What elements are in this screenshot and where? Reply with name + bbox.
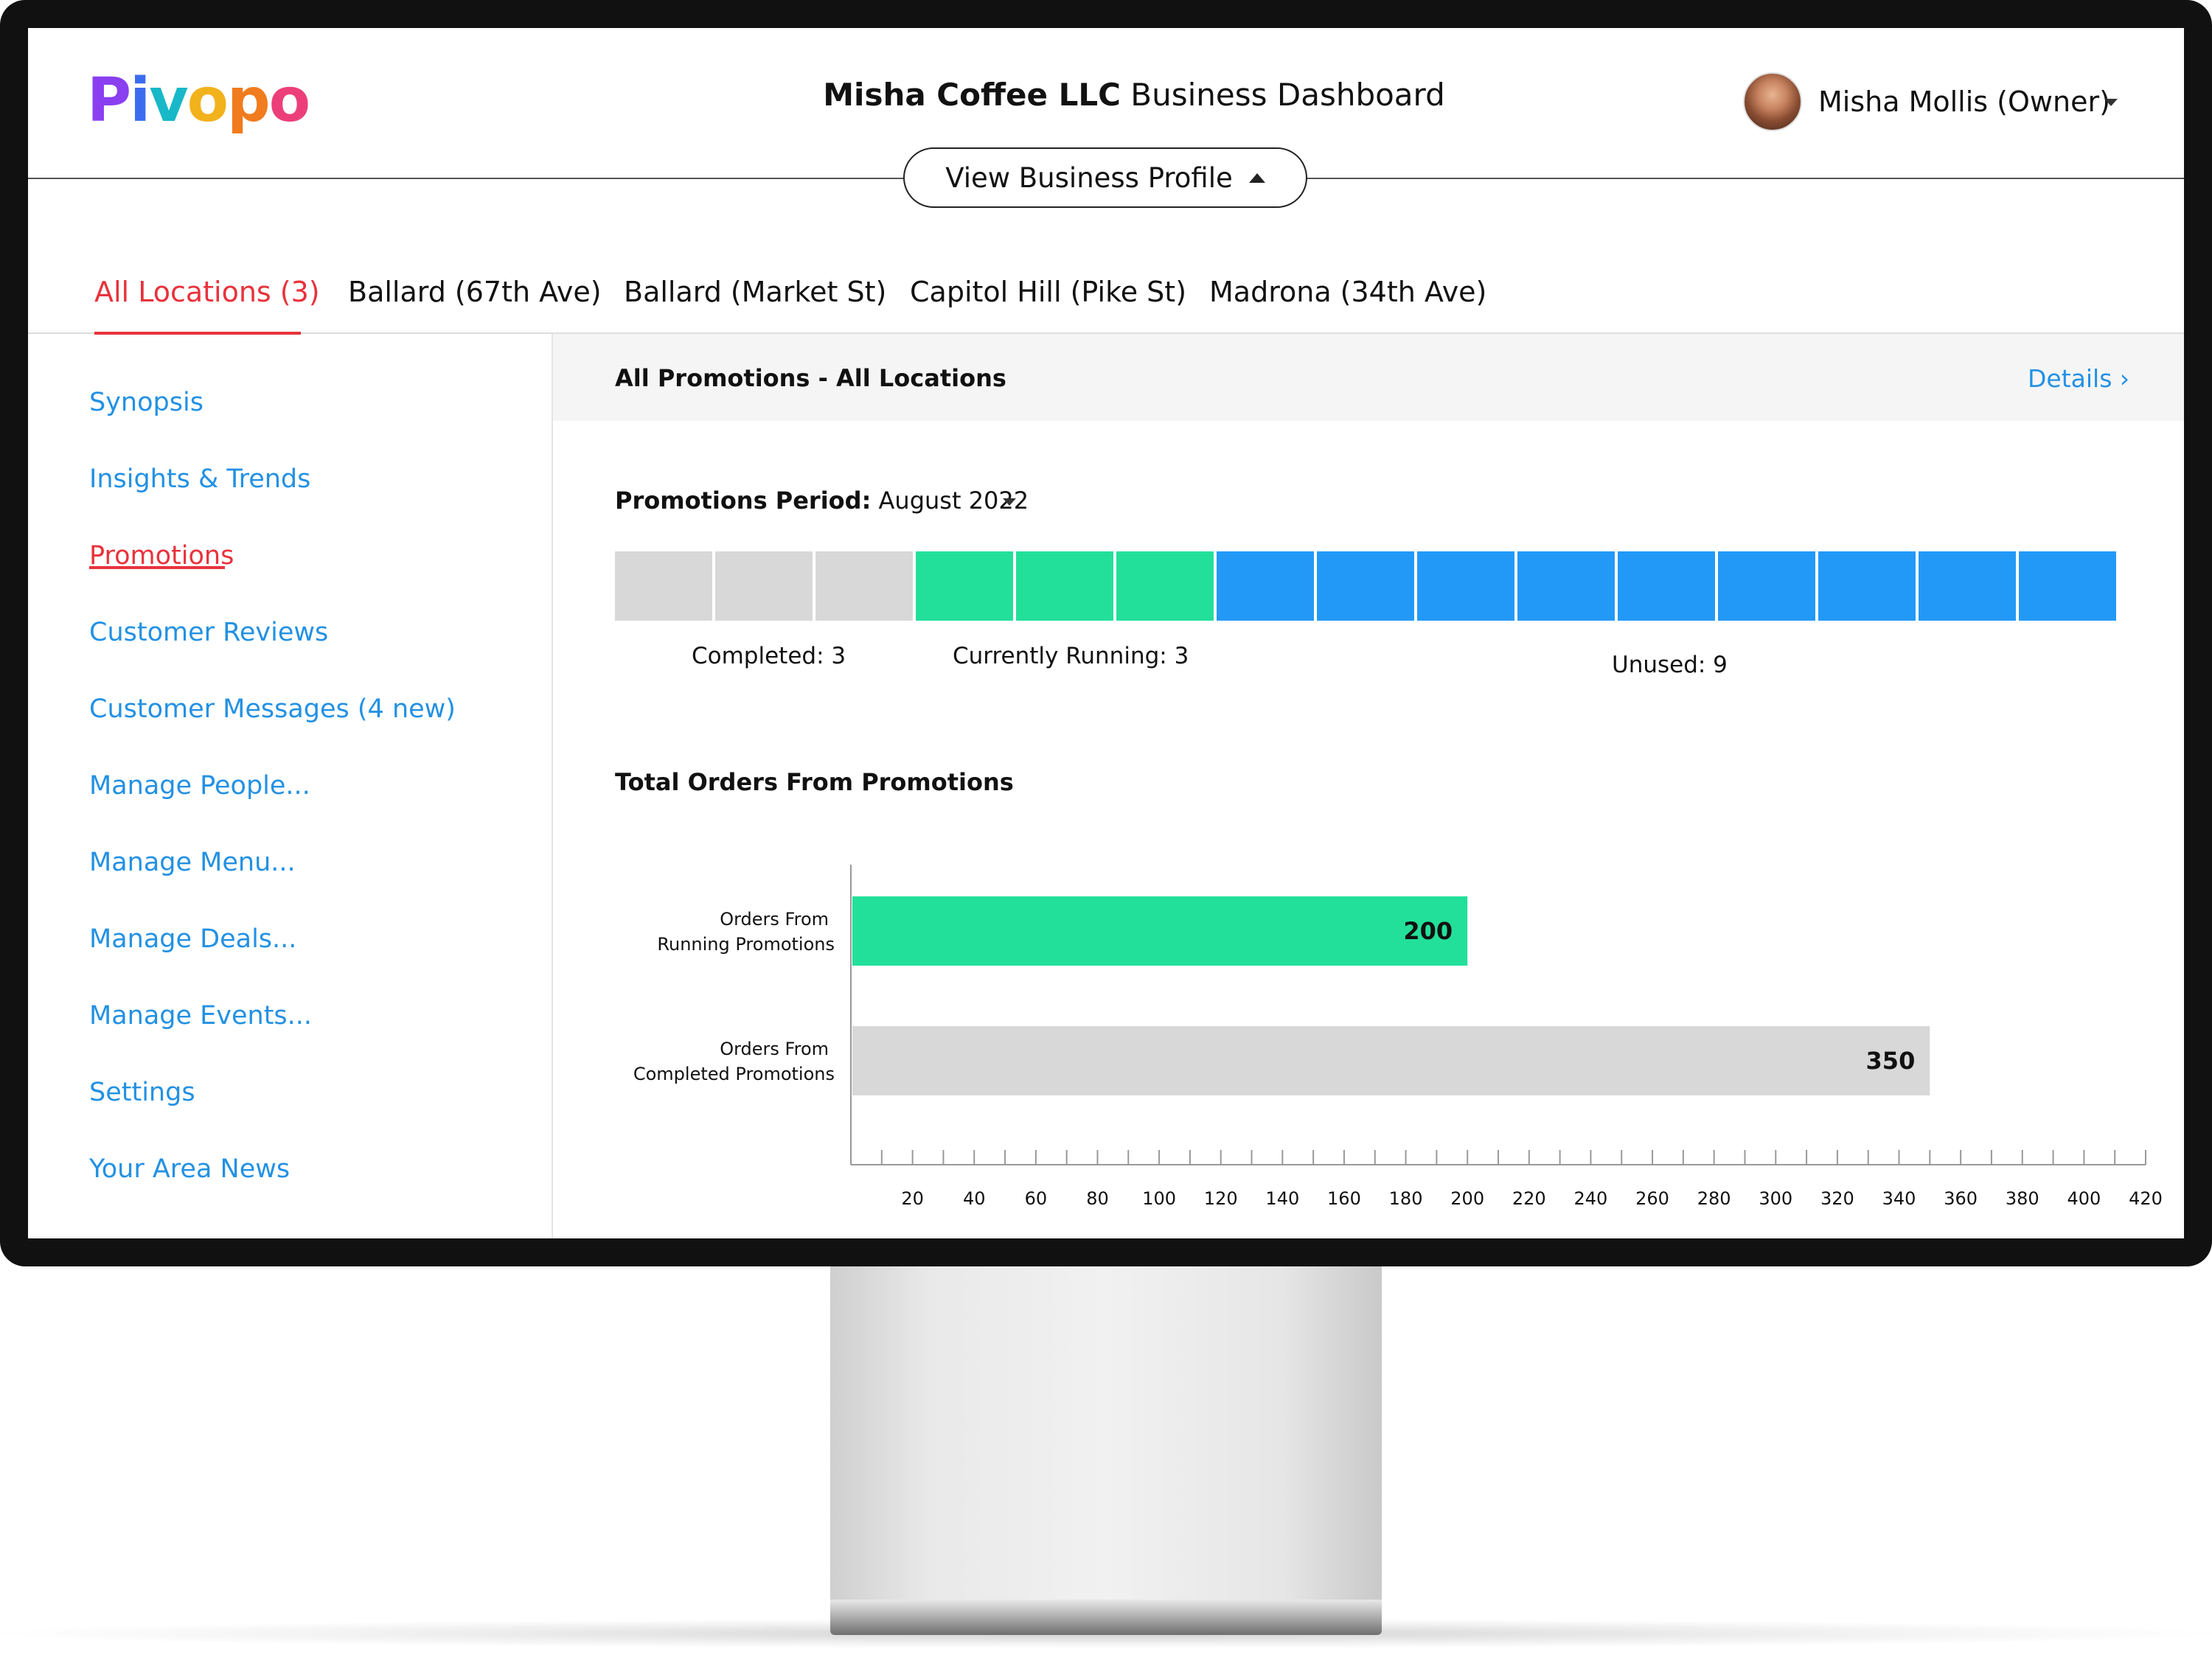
app-screen: Pivopo Misha Coffee LLC Business Dashboa… bbox=[28, 28, 2184, 1238]
tab-capitol-hill-pike-st[interactable]: Capitol Hill (Pike St) bbox=[910, 276, 1187, 308]
tabs-divider bbox=[28, 332, 2184, 334]
promotion-slot-unused bbox=[1919, 551, 2016, 621]
promotion-slot-completed bbox=[815, 551, 913, 621]
bar-value-label: 200 bbox=[1403, 917, 1453, 945]
tab-madrona-34th-ave[interactable]: Madrona (34th Ave) bbox=[1209, 276, 1487, 308]
orders-chart-title: Total Orders From Promotions bbox=[615, 768, 1014, 796]
x-tick-label: 60 bbox=[1025, 1188, 1048, 1209]
bar-category-label: Orders From bbox=[720, 1039, 829, 1059]
x-tick-label: 400 bbox=[2067, 1188, 2101, 1209]
promotion-slot-unused bbox=[1718, 551, 1815, 621]
x-tick-label: 260 bbox=[1635, 1188, 1669, 1209]
business-name: Misha Coffee LLC bbox=[823, 77, 1121, 113]
x-tick-label: 280 bbox=[1697, 1188, 1731, 1209]
sidebar-divider bbox=[552, 334, 553, 1238]
sidebar-item-manage-events[interactable]: Manage Events... bbox=[89, 1001, 313, 1031]
active-tab-indicator bbox=[94, 332, 301, 335]
sidebar-item-manage-menu[interactable]: Manage Menu... bbox=[89, 848, 296, 877]
promotion-slot-completed bbox=[715, 551, 813, 621]
x-tick-label: 220 bbox=[1512, 1188, 1546, 1209]
promotion-slot-running bbox=[916, 551, 1013, 621]
sidebar-item-customer-messages[interactable]: Customer Messages (4 new) bbox=[89, 694, 456, 724]
caret-down-icon[interactable] bbox=[2104, 99, 2118, 106]
sidebar-item-promotions[interactable]: Promotions bbox=[89, 541, 234, 571]
promotions-usage-strip bbox=[615, 551, 2116, 621]
promotion-slot-unused bbox=[2019, 551, 2116, 621]
promotions-period-selector[interactable]: Promotions Period: August 2022 bbox=[615, 487, 1029, 515]
promotion-slot-completed bbox=[615, 551, 712, 621]
x-tick-label: 40 bbox=[963, 1188, 986, 1209]
running-promotions-label: Currently Running: 3 bbox=[953, 643, 1189, 669]
x-tick-label: 300 bbox=[1759, 1188, 1792, 1209]
x-tick-label: 120 bbox=[1204, 1188, 1238, 1209]
x-tick-label: 240 bbox=[1574, 1188, 1608, 1209]
pivopo-logo[interactable]: Pivopo bbox=[87, 71, 310, 131]
promotion-slot-running bbox=[1016, 551, 1113, 621]
x-tick-label: 20 bbox=[901, 1188, 924, 1209]
logo-letter: P bbox=[87, 66, 131, 136]
promotion-slot-unused bbox=[1217, 551, 1314, 621]
tab-ballard-67th-ave[interactable]: Ballard (67th Ave) bbox=[348, 276, 602, 308]
x-tick-label: 200 bbox=[1450, 1188, 1484, 1209]
promotion-slot-unused bbox=[1618, 551, 1715, 621]
dashboard-title-suffix: Business Dashboard bbox=[1120, 77, 1445, 113]
caret-up-icon bbox=[1248, 172, 1265, 183]
logo-letter: p bbox=[227, 66, 271, 136]
x-tick-label: 340 bbox=[1882, 1188, 1916, 1209]
promotions-period-label: Promotions Period: bbox=[615, 487, 872, 515]
unused-promotions-label: Unused: 9 bbox=[1612, 652, 1728, 678]
monitor-stand bbox=[830, 1261, 1382, 1607]
section-title: All Promotions - All Locations bbox=[615, 364, 1006, 392]
sidebar-item-synopsis[interactable]: Synopsis bbox=[89, 388, 204, 417]
logo-letter: i bbox=[130, 66, 150, 136]
bar-value-label: 350 bbox=[1866, 1047, 1916, 1075]
sidebar-item-customer-reviews[interactable]: Customer Reviews bbox=[89, 618, 329, 647]
tab-all-locations[interactable]: All Locations (3) bbox=[94, 276, 320, 308]
bar bbox=[852, 896, 1468, 966]
sidebar-item-manage-people[interactable]: Manage People... bbox=[89, 771, 310, 801]
view-business-profile-label: View Business Profile bbox=[945, 161, 1233, 194]
promotion-slot-unused bbox=[1317, 551, 1414, 621]
avatar[interactable] bbox=[1743, 72, 1802, 131]
x-tick-label: 380 bbox=[2006, 1188, 2039, 1209]
logo-letter: o bbox=[187, 66, 229, 136]
bar-category-label: Orders From bbox=[720, 909, 829, 930]
x-tick-label: 420 bbox=[2129, 1188, 2163, 1209]
promotion-slot-unused bbox=[1417, 551, 1514, 621]
promotion-slot-unused bbox=[1517, 551, 1615, 621]
x-tick-label: 320 bbox=[1820, 1188, 1854, 1209]
bar-category-label: Completed Promotions bbox=[633, 1064, 835, 1084]
sidebar-item-insights-trends[interactable]: Insights & Trends bbox=[89, 464, 311, 494]
monitor-bezel: Pivopo Misha Coffee LLC Business Dashboa… bbox=[0, 0, 2212, 1266]
completed-promotions-label: Completed: 3 bbox=[692, 643, 846, 669]
x-tick-label: 180 bbox=[1389, 1188, 1423, 1209]
x-tick-label: 360 bbox=[1944, 1188, 1978, 1209]
x-tick-label: 140 bbox=[1265, 1188, 1299, 1209]
tab-ballard-market-st[interactable]: Ballard (Market St) bbox=[624, 276, 887, 308]
bar-category-label: Running Promotions bbox=[657, 934, 835, 955]
sidebar-item-manage-deals[interactable]: Manage Deals... bbox=[89, 924, 297, 954]
bar bbox=[852, 1026, 1930, 1095]
caret-down-icon[interactable] bbox=[1003, 498, 1016, 506]
sidebar-item-your-area-news[interactable]: Your Area News bbox=[89, 1154, 291, 1184]
x-tick-label: 160 bbox=[1327, 1188, 1361, 1209]
monitor-stand-base bbox=[830, 1600, 1382, 1635]
section-header bbox=[553, 334, 2184, 421]
promotion-slot-running bbox=[1116, 551, 1214, 621]
x-tick-label: 80 bbox=[1086, 1188, 1109, 1209]
user-menu-name[interactable]: Misha Mollis (Owner) bbox=[1818, 86, 2110, 118]
view-business-profile-button[interactable]: View Business Profile bbox=[903, 147, 1307, 208]
dashboard-title: Misha Coffee LLC Business Dashboard bbox=[544, 77, 1724, 113]
orders-bar-chart: 20 40 60 80 100 120 140 160 180 200 220 240 260 280 30… bbox=[633, 865, 2163, 1209]
x-tick-label: 100 bbox=[1142, 1188, 1176, 1209]
sidebar-item-settings[interactable]: Settings bbox=[89, 1078, 195, 1107]
details-link[interactable]: Details › bbox=[2028, 364, 2130, 393]
promotion-slot-unused bbox=[1818, 551, 1916, 621]
logo-letter: v bbox=[149, 66, 188, 136]
active-sidebar-indicator bbox=[89, 566, 225, 569]
logo-letter: o bbox=[268, 66, 310, 136]
